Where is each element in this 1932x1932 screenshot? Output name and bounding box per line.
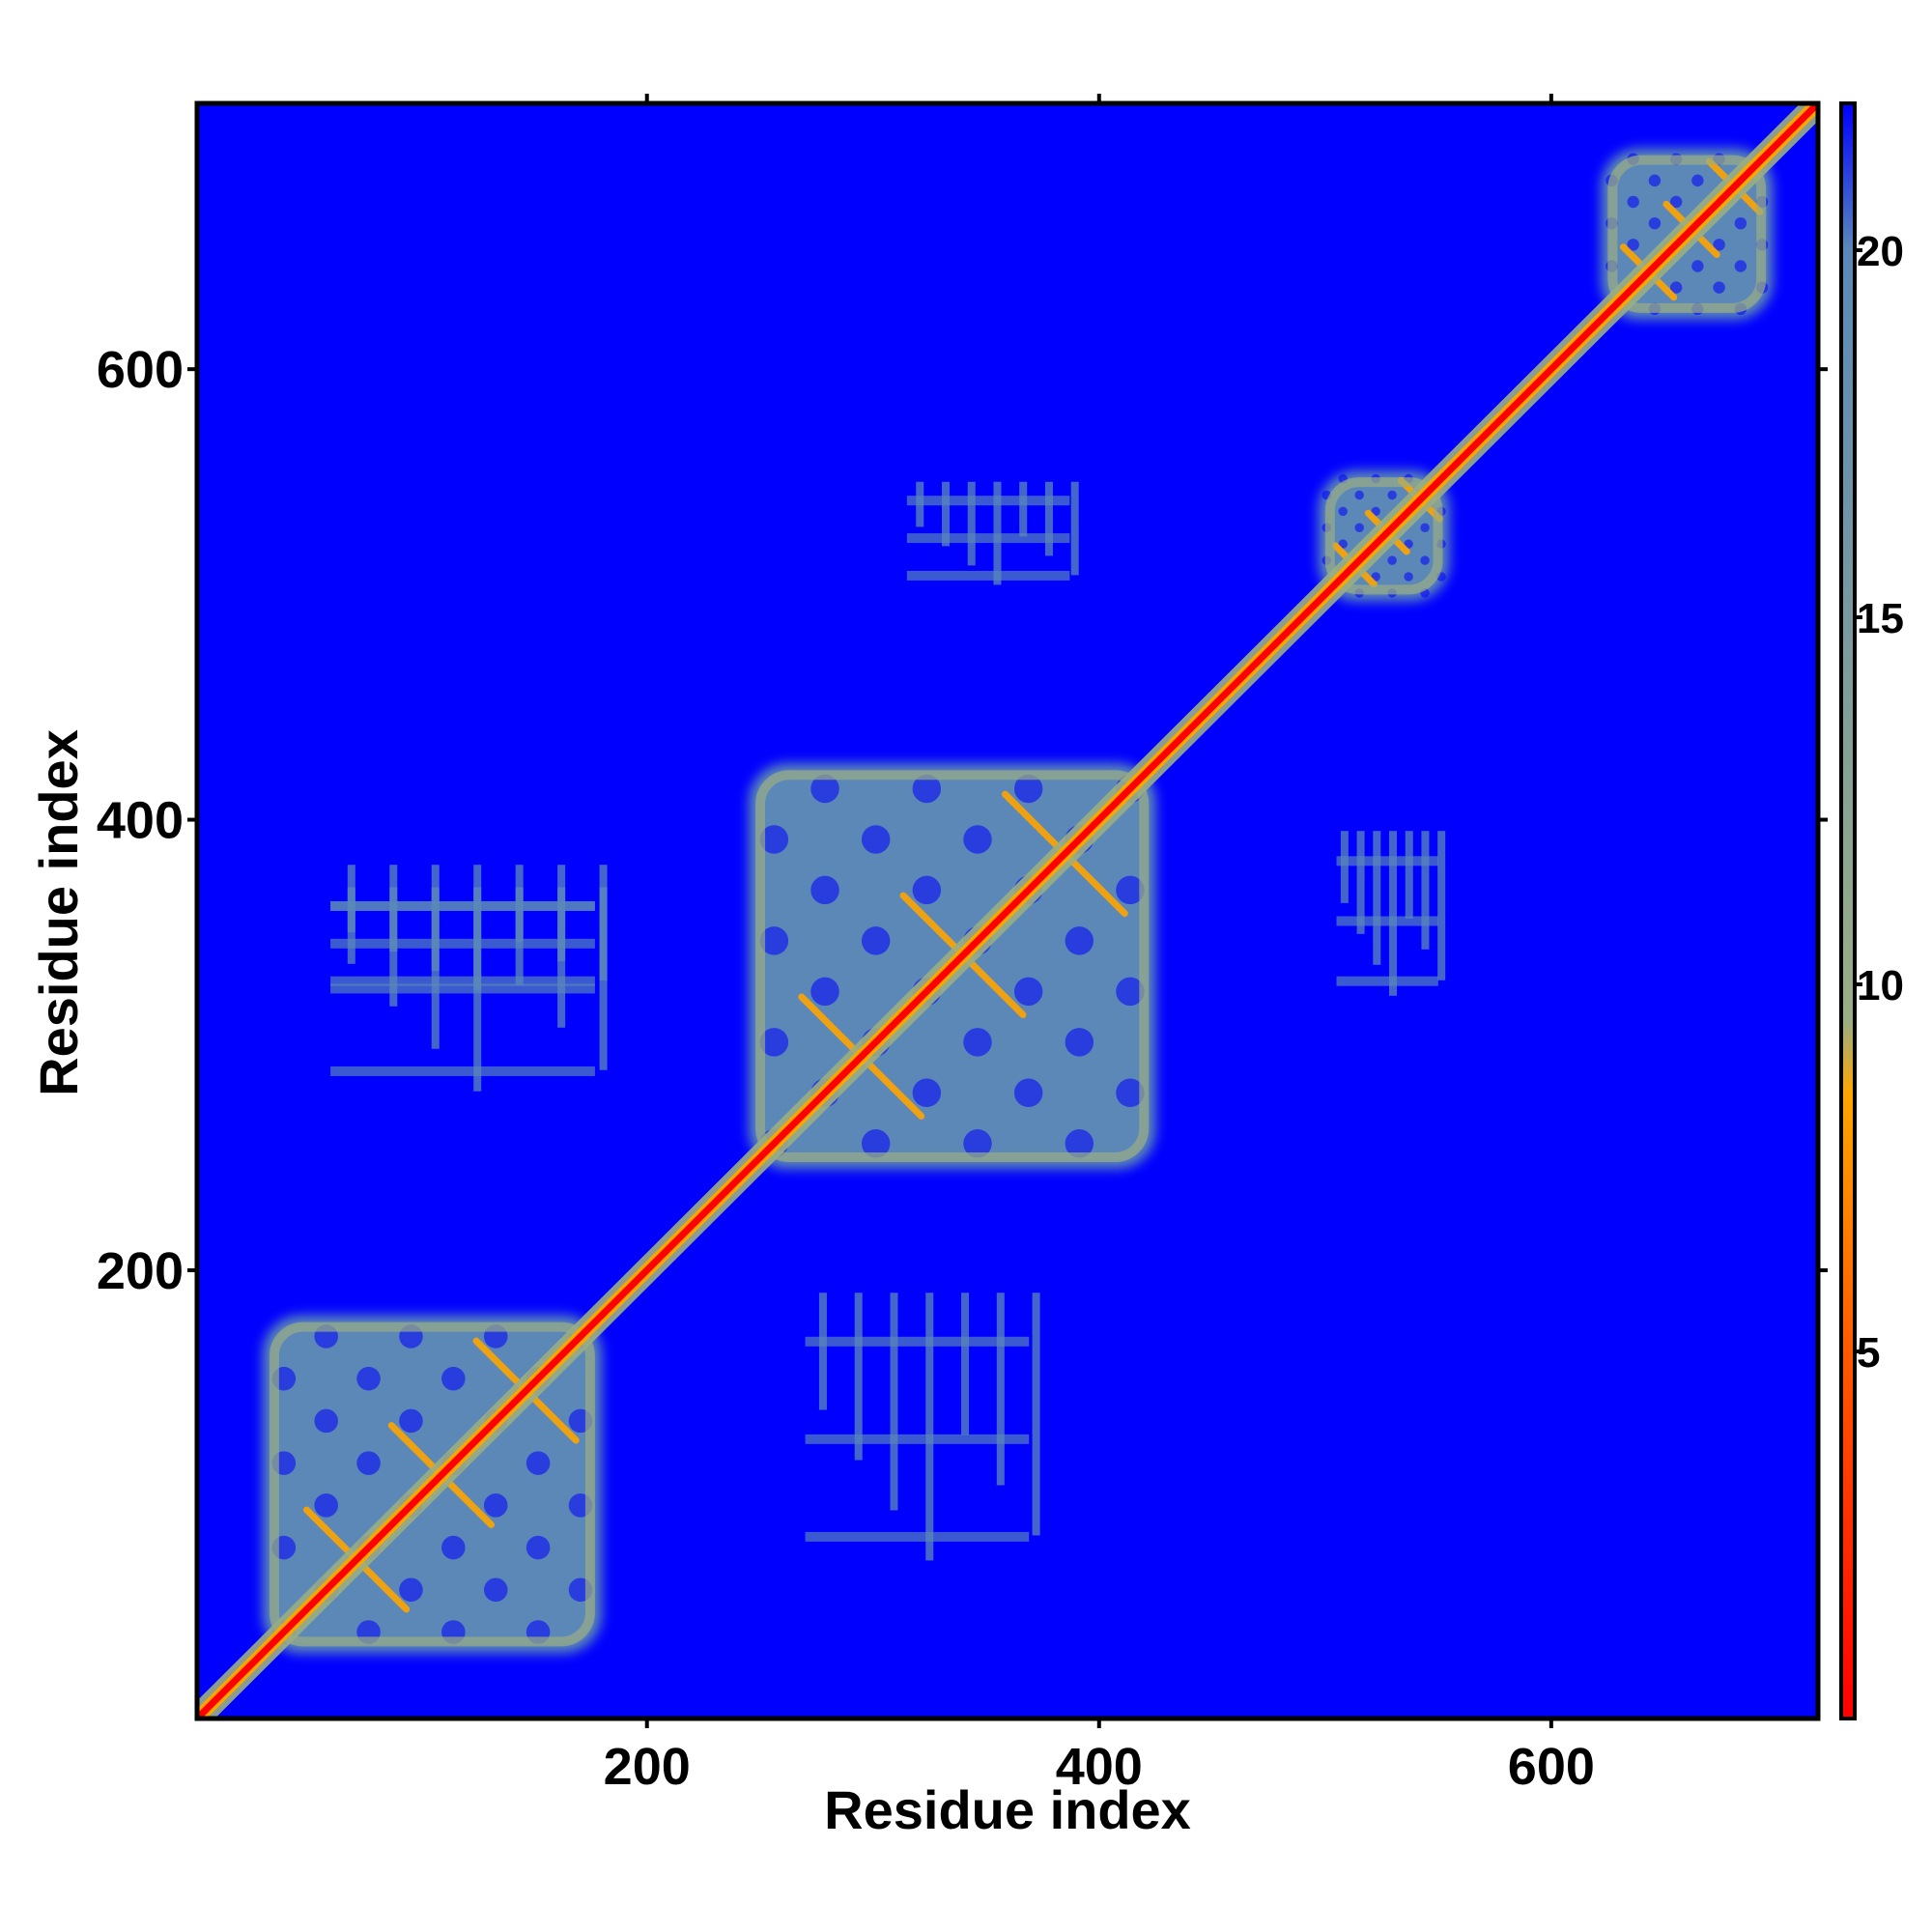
y-tick-label: 200 [97,1242,184,1300]
diagonal-band [197,103,1818,1719]
y-tick-label: 400 [97,792,184,850]
contact-patch [906,481,1079,585]
contact-patch [1336,831,1446,996]
y-axis-ticks: 200 400 600 [97,341,1828,1300]
y-axis-label: Residue index [28,729,89,1096]
colorbar-tick-label: 10 [1857,962,1904,1009]
colorbar-frame [1839,101,1857,1720]
colorbar: 5 10 15 20 [1839,101,1904,1720]
x-axis-label: Residue index [824,1779,1191,1840]
colorbar-tick-label: 5 [1857,1329,1880,1377]
x-axis-ticks: 200 400 600 [604,94,1595,1796]
contact-patch [805,1293,1040,1561]
colorbar-tick-label: 20 [1857,228,1904,275]
colorbar-tick-label: 15 [1857,595,1904,642]
colorbar-ticks: 5 10 15 20 [1855,228,1904,1377]
x-tick-label: 200 [604,1738,691,1796]
colorbar-gradient [1841,103,1855,1719]
contact-patch [330,887,608,991]
heatmap-plot-area [194,100,1821,1721]
y-tick-label: 600 [97,341,184,399]
heatmap-cells [197,103,1818,1719]
x-tick-label: 600 [1508,1738,1595,1796]
x-tick-label: 400 [1056,1738,1143,1796]
plot-frame [194,100,1821,1721]
